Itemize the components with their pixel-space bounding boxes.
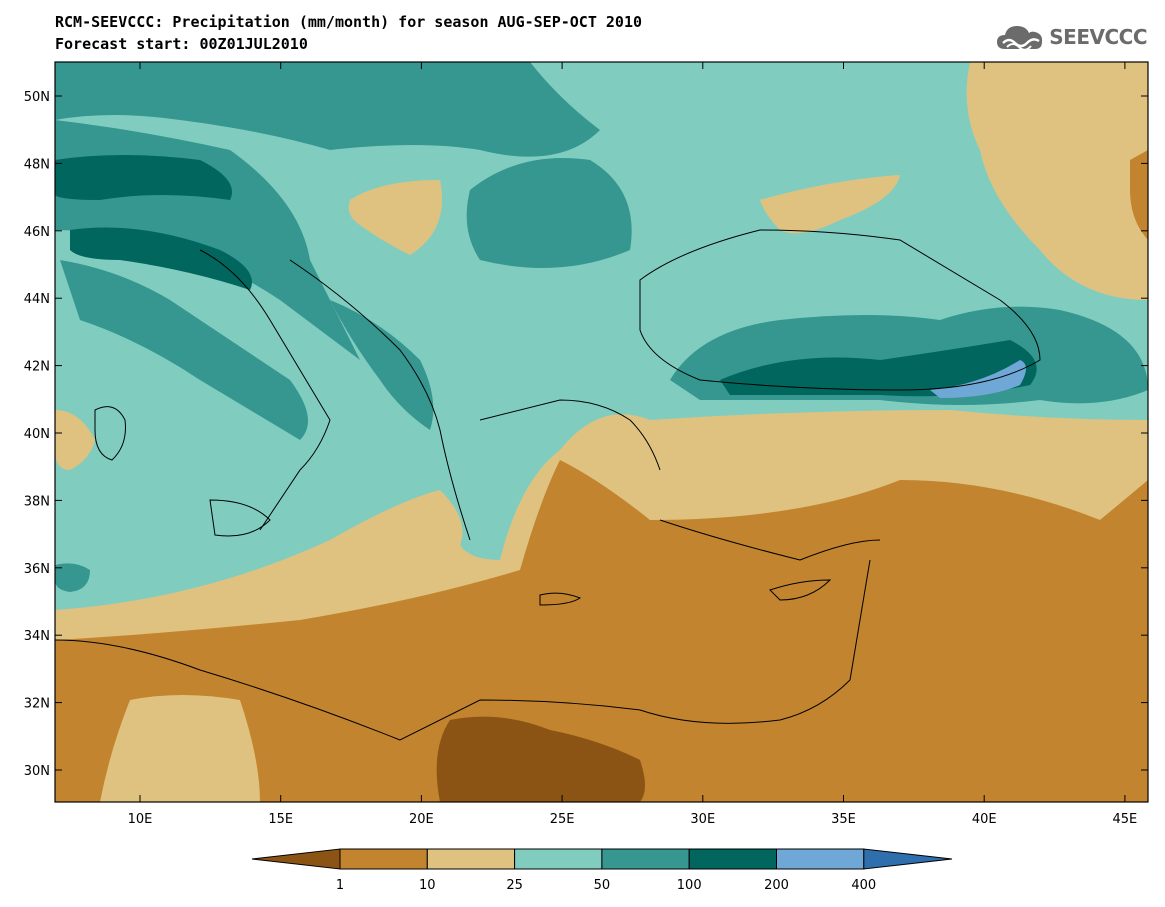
field-50-100-north <box>55 62 600 157</box>
colorbar-box <box>601 848 690 870</box>
field-100-200-alps <box>70 227 252 290</box>
map-frame <box>54 61 1149 803</box>
colorbar-label: 100 <box>677 878 702 893</box>
field-100-200-caucasus <box>720 340 1037 397</box>
colorbar-label: 10 <box>419 878 436 893</box>
lat-tick-label: 32N <box>24 697 50 712</box>
field-100-200-north <box>55 155 232 200</box>
lat-tick-label: 34N <box>24 629 50 644</box>
lon-tick-label: 10E <box>128 812 153 827</box>
colorbar-label: 25 <box>506 878 523 893</box>
lat-tick-label: 42N <box>24 360 50 375</box>
lon-tick-label: 30E <box>690 812 715 827</box>
lat-tick-label: 48N <box>24 157 50 172</box>
latitude-axis: 50N 48N 46N 44N 42N 40N 38N 36N 34N 32N 30N <box>24 90 1148 779</box>
field-10-25-libya <box>100 695 260 802</box>
lat-tick-label: 40N <box>24 427 50 442</box>
colorbar-box <box>339 848 428 870</box>
colorbar-label: 50 <box>594 878 611 893</box>
map-title: RCM-SEEVCCC: Precipitation (mm/month) fo… <box>55 13 642 31</box>
lon-tick-label: 15E <box>268 812 293 827</box>
field-50-100-italy <box>60 260 308 440</box>
logo-text: SEEVCCC <box>1049 25 1147 49</box>
field-10-25-sardinia <box>55 410 95 470</box>
lat-tick-label: 38N <box>24 494 50 509</box>
lon-tick-label: 20E <box>409 812 434 827</box>
field-10-25-crimea <box>760 175 900 234</box>
lon-tick-label: 25E <box>550 812 575 827</box>
colorbar-label: 400 <box>851 878 876 893</box>
lat-tick-label: 50N <box>24 90 50 105</box>
seevccc-logo: SEEVCCC <box>995 20 1147 54</box>
colorbar-box <box>776 848 865 870</box>
lon-tick-label: 40E <box>972 812 997 827</box>
field-50-100-dinaric <box>330 300 434 430</box>
cloud-logo-icon <box>997 26 1043 51</box>
field-200-400-caucasus <box>930 360 1026 398</box>
lat-tick-label: 30N <box>24 764 50 779</box>
field-below-1 <box>436 716 645 802</box>
colorbar-legend: 1 10 25 50 100 200 400 <box>251 848 953 893</box>
field-1-10 <box>55 460 1148 802</box>
forecast-start-subtitle: Forecast start: 00Z01JUL2010 <box>55 35 308 53</box>
colorbar-box <box>514 848 603 870</box>
colorbar-upper-arrow <box>863 848 953 870</box>
field-10-25-northeast <box>966 62 1148 300</box>
lat-tick-label: 44N <box>24 292 50 307</box>
lat-tick-label: 46N <box>24 225 50 240</box>
colorbar-label: 1 <box>336 878 344 893</box>
lon-tick-label: 45E <box>1113 812 1138 827</box>
colorbar-box <box>426 848 516 870</box>
field-50-100-africa <box>55 563 90 592</box>
lon-tick-label: 35E <box>831 812 856 827</box>
longitude-axis: 10E 15E 20E 25E 30E 35E 40E 45E <box>128 62 1138 827</box>
colorbar-lower-arrow <box>251 848 341 870</box>
field-1-10-northeast <box>1130 150 1148 240</box>
coastlines <box>55 229 1041 741</box>
field-10-25-hungary <box>348 180 442 255</box>
lat-tick-label: 36N <box>24 562 50 577</box>
map-field <box>55 62 1148 802</box>
field-50-100-carpathian <box>466 158 632 268</box>
colorbar-box <box>688 848 778 870</box>
colorbar-label: 200 <box>764 878 789 893</box>
